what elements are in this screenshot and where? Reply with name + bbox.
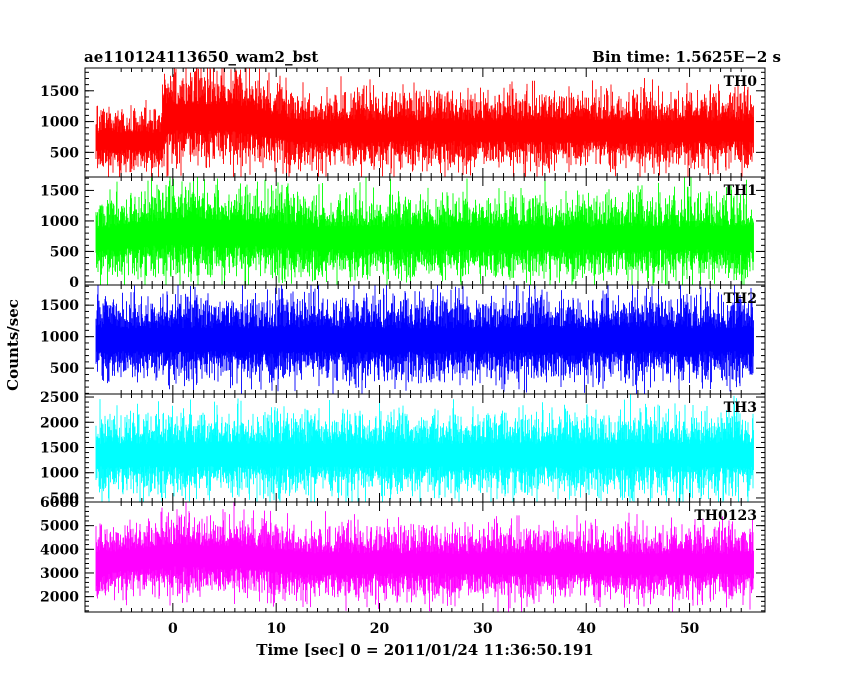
title-right: Bin time: 1.5625E−2 s [592, 48, 781, 66]
x-axis-label: Time [sec] 0 = 2011/01/24 11:36:50.191 [256, 641, 593, 659]
xtick-label: 40 [576, 621, 596, 637]
panel-label-th2: TH2 [724, 291, 757, 307]
ytick-label-th3: 2000 [40, 415, 79, 431]
ytick-label-th0123: 2000 [40, 590, 79, 606]
panel-frame-th0123 [84, 501, 766, 613]
ytick-label-th1: 500 [50, 244, 79, 260]
series-th1 [95, 177, 754, 285]
ytick-label-th1: 1000 [40, 214, 79, 230]
ytick-label-th0123: 4000 [40, 542, 79, 558]
ytick-label-th0: 1500 [40, 84, 79, 100]
xtick-label: 20 [370, 621, 390, 637]
ytick-label-th2: 500 [50, 361, 79, 377]
title-left: ae110124113650_wam2_bst [84, 48, 318, 66]
ytick-label-th2: 1500 [40, 298, 79, 314]
xtick-label: 30 [473, 621, 493, 637]
panel-label-th0123: TH0123 [694, 508, 757, 524]
series-th0 [95, 68, 754, 177]
series-th2 [95, 285, 754, 394]
ytick-label-th0: 500 [50, 145, 79, 161]
series-th3 [95, 394, 754, 502]
xtick-label: 0 [168, 621, 178, 637]
ytick-label-th3: 1000 [40, 466, 79, 482]
ytick-label-th3: 2500 [40, 390, 79, 406]
xtick-label: 50 [680, 621, 700, 637]
panel-label-th3: TH3 [724, 400, 757, 416]
ytick-label-th1: 0 [69, 275, 79, 291]
series-th0123 [95, 502, 754, 612]
ytick-label-th3: 500 [50, 491, 79, 507]
ytick-label-th3: 1500 [40, 440, 79, 456]
ytick-label-th1: 1500 [40, 183, 79, 199]
ytick-label-th0: 1000 [40, 115, 79, 131]
ytick-label-th0123: 6000 [40, 495, 79, 511]
panel-label-th1: TH1 [724, 183, 757, 199]
xtick-label: 10 [266, 621, 286, 637]
panel-label-th0: TH0 [724, 74, 758, 90]
ytick-label-th2: 1000 [40, 330, 79, 346]
ytick-label-th0123: 5000 [40, 519, 79, 535]
ytick-label-th0123: 3000 [40, 566, 79, 582]
y-axis-label: Counts/sec [4, 299, 22, 391]
